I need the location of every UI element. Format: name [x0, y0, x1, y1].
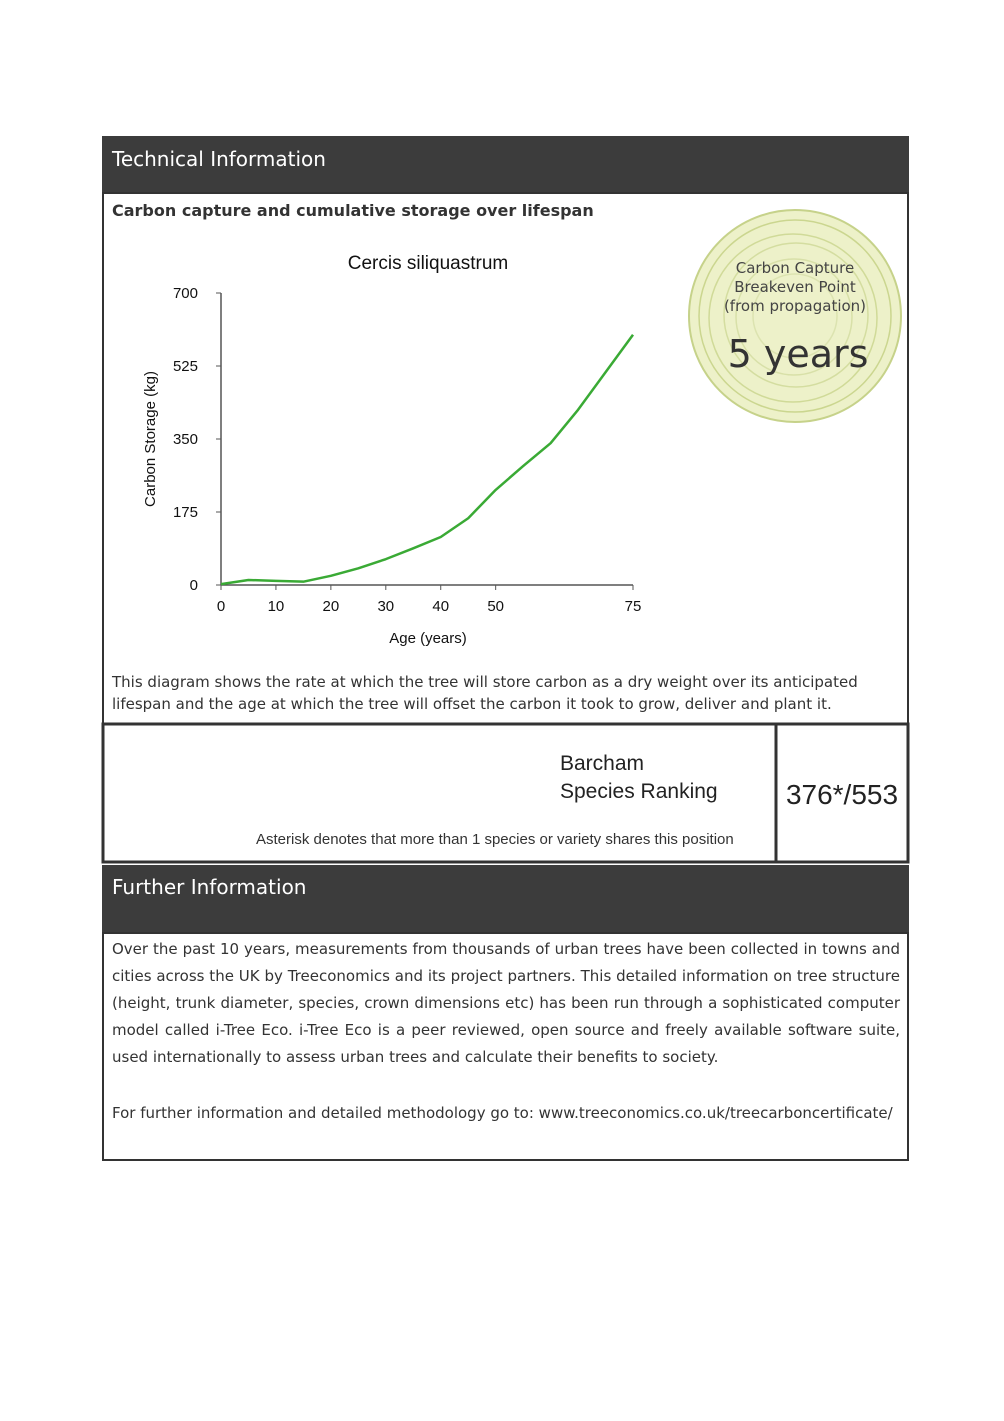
ranking-note: Asterisk denotes that more than 1 specie…	[256, 831, 734, 848]
description: This diagram shows the rate at which the…	[112, 673, 858, 713]
x-axis-label: Age (years)	[389, 630, 467, 647]
section-title: Further Information	[112, 875, 307, 899]
paragraph: Over the past 10 years, measurements fro…	[112, 940, 900, 1066]
x-tick-label: 10	[268, 598, 285, 615]
y-tick-label: 700	[173, 285, 198, 302]
badge-label-line: Breakeven Point	[734, 278, 856, 296]
badge-ring	[723, 242, 869, 388]
x-tick-label: 0	[217, 598, 225, 615]
x-tick-label: 75	[625, 598, 642, 615]
x-tick-label: 40	[432, 598, 449, 615]
badge-label-line: (from propagation)	[723, 297, 867, 315]
chart-subtitle: Carbon capture and cumulative storage ov…	[112, 201, 594, 220]
ranking-label-line: Species Ranking	[560, 780, 718, 803]
ranking-label: Barcham Species Ranking	[560, 750, 718, 806]
section-title: Technical Information	[112, 147, 326, 171]
badge-ring	[708, 233, 878, 403]
header-bar	[102, 136, 909, 193]
ranking-value: 376*/553	[785, 779, 899, 810]
chart-title: Cercis siliquastrum	[348, 253, 508, 274]
badge	[688, 209, 902, 423]
ranking-panel	[101, 722, 910, 864]
paragraph: For further information and detailed met…	[112, 1104, 893, 1122]
x-tick-label: 50	[487, 598, 504, 615]
chart: Cercis siliquastrum Age (years) Carbon Sto…	[142, 253, 641, 647]
badge-ring	[698, 219, 892, 413]
badge-ring	[752, 273, 838, 359]
x-tick-label: 30	[377, 598, 394, 615]
data-line	[220, 333, 635, 586]
badge-label-line: Carbon Capture	[735, 259, 855, 277]
y-tick-label: 175	[173, 504, 198, 521]
ranking-label-line: Barcham	[560, 752, 645, 775]
x-tick-label: 20	[323, 598, 340, 615]
y-axis-label: Carbon Storage (kg)	[142, 371, 159, 507]
y-tick-label: 0	[190, 577, 198, 594]
badge-label: Carbon Capture Breakeven Point (from pro…	[700, 259, 890, 316]
y-tick-label: 350	[173, 431, 198, 448]
y-tick-label: 525	[173, 358, 198, 375]
badge-ring	[735, 258, 853, 376]
further-panel	[102, 932, 909, 1161]
further-bar	[102, 865, 909, 933]
badge-ring	[688, 209, 902, 423]
badge-value: 5 years	[727, 332, 869, 376]
